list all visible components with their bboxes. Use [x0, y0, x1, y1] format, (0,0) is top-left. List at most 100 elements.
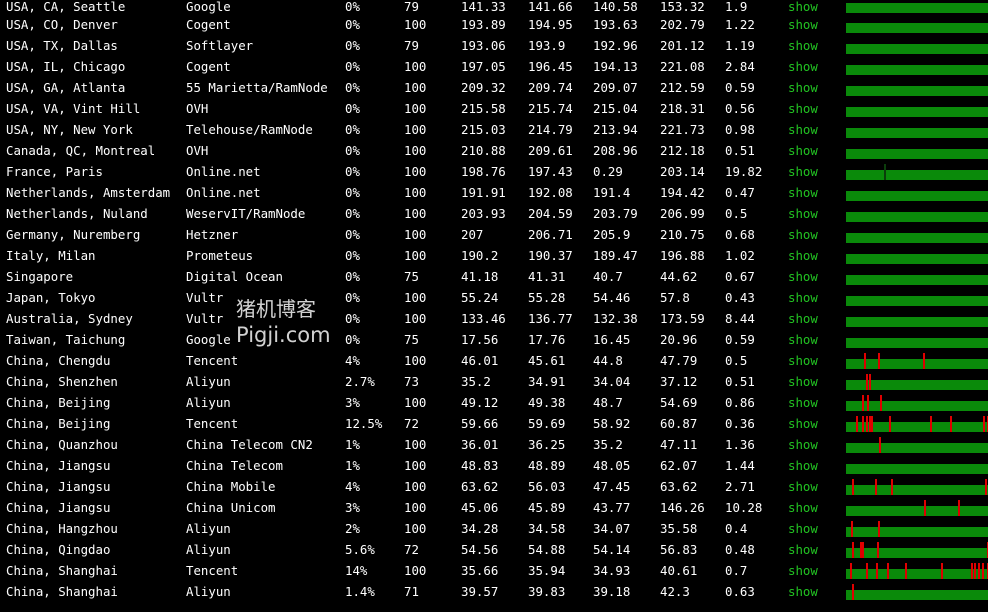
loss-cell: 0%: [345, 227, 360, 242]
loss-cell: 0%: [345, 0, 360, 14]
sparkline-baseline: [846, 380, 988, 390]
avg-cell: 45.61: [528, 353, 566, 368]
stdev-cell: 0.48: [725, 542, 755, 557]
best-cell: 191.4: [593, 185, 631, 200]
show-link[interactable]: show: [788, 374, 818, 389]
best-cell: 44.8: [593, 353, 623, 368]
avg-cell: 34.58: [528, 521, 566, 536]
packet-loss-spike: [862, 542, 864, 558]
last-cell: 39.57: [461, 584, 499, 599]
latency-sparkline: [846, 275, 988, 285]
stdev-cell: 0.67: [725, 269, 755, 284]
sent-cell: 72: [404, 416, 419, 431]
show-link[interactable]: show: [788, 122, 818, 137]
last-cell: 55.24: [461, 290, 499, 305]
show-link[interactable]: show: [788, 332, 818, 347]
sent-cell: 75: [404, 332, 419, 347]
sparkline-baseline: [846, 296, 988, 306]
show-link[interactable]: show: [788, 143, 818, 158]
show-link[interactable]: show: [788, 164, 818, 179]
show-link[interactable]: show: [788, 17, 818, 32]
avg-cell: 204.59: [528, 206, 573, 221]
show-link[interactable]: show: [788, 437, 818, 452]
last-cell: 133.46: [461, 311, 506, 326]
show-link[interactable]: show: [788, 248, 818, 263]
table-row: Canada, QC, Montreal OVH 0% 100 210.88 209.61…: [0, 140, 988, 161]
sent-cell: 100: [404, 122, 427, 137]
packet-loss-spike: [862, 416, 864, 432]
show-link[interactable]: show: [788, 80, 818, 95]
worst-cell: 201.12: [660, 38, 705, 53]
stdev-cell: 1.02: [725, 248, 755, 263]
latency-sparkline: [846, 479, 988, 495]
loss-cell: 0%: [345, 122, 360, 137]
provider-cell: Tencent: [186, 353, 239, 368]
avg-cell: 192.08: [528, 185, 573, 200]
packet-loss-spike: [866, 374, 868, 390]
show-link[interactable]: show: [788, 353, 818, 368]
show-link[interactable]: show: [788, 521, 818, 536]
latency-sparkline: [846, 338, 988, 348]
last-cell: 210.88: [461, 143, 506, 158]
latency-sparkline: [846, 353, 988, 369]
best-cell: 215.04: [593, 101, 638, 116]
table-row: Italy, Milan Prometeus 0% 100 190.2 190.37 189…: [0, 245, 988, 266]
show-link[interactable]: show: [788, 59, 818, 74]
show-link[interactable]: show: [788, 311, 818, 326]
worst-cell: 203.14: [660, 164, 705, 179]
show-link[interactable]: show: [788, 458, 818, 473]
stdev-cell: 0.7: [725, 563, 748, 578]
avg-cell: 141.66: [528, 0, 573, 14]
avg-cell: 197.43: [528, 164, 573, 179]
last-cell: 193.89: [461, 17, 506, 32]
worst-cell: 153.32: [660, 0, 705, 14]
show-link[interactable]: show: [788, 542, 818, 557]
best-cell: 189.47: [593, 248, 638, 263]
show-link[interactable]: show: [788, 563, 818, 578]
loss-cell: 0%: [345, 248, 360, 263]
sent-cell: 72: [404, 542, 419, 557]
latency-sparkline: [846, 212, 988, 222]
provider-cell: Hetzner: [186, 227, 239, 242]
table-row: USA, CO, Denver Cogent 0% 100 193.89 194.95 19…: [0, 14, 988, 35]
sent-cell: 100: [404, 80, 427, 95]
stdev-cell: 1.44: [725, 458, 755, 473]
location-cell: China, Shanghai: [6, 563, 118, 578]
last-cell: 141.33: [461, 0, 506, 14]
packet-loss-spike: [851, 521, 853, 537]
loss-cell: 3%: [345, 500, 360, 515]
table-row: China, Beijing Aliyun 3% 100 49.12 49.38 48.7 5…: [0, 392, 988, 413]
loss-cell: 0%: [345, 17, 360, 32]
sparkline-baseline: [846, 275, 988, 285]
avg-cell: 45.89: [528, 500, 566, 515]
sparkline-baseline: [846, 590, 988, 600]
show-link[interactable]: show: [788, 38, 818, 53]
show-link[interactable]: show: [788, 584, 818, 599]
provider-cell: China Telecom CN2: [186, 437, 313, 452]
worst-cell: 60.87: [660, 416, 698, 431]
show-link[interactable]: show: [788, 185, 818, 200]
best-cell: 39.18: [593, 584, 631, 599]
last-cell: 59.66: [461, 416, 499, 431]
show-link[interactable]: show: [788, 206, 818, 221]
worst-cell: 146.26: [660, 500, 705, 515]
show-link[interactable]: show: [788, 227, 818, 242]
show-link[interactable]: show: [788, 416, 818, 431]
last-cell: 49.12: [461, 395, 499, 410]
worst-cell: 54.69: [660, 395, 698, 410]
show-link[interactable]: show: [788, 500, 818, 515]
sent-cell: 100: [404, 290, 427, 305]
sparkline-baseline: [846, 3, 988, 13]
show-link[interactable]: show: [788, 101, 818, 116]
last-cell: 203.93: [461, 206, 506, 221]
show-link[interactable]: show: [788, 290, 818, 305]
location-cell: Singapore: [6, 269, 74, 284]
sent-cell: 79: [404, 0, 419, 14]
provider-cell: Cogent: [186, 59, 231, 74]
location-cell: China, Shanghai: [6, 584, 118, 599]
show-link[interactable]: show: [788, 395, 818, 410]
provider-cell: Online.net: [186, 185, 261, 200]
show-link[interactable]: show: [788, 269, 818, 284]
show-link[interactable]: show: [788, 0, 818, 14]
show-link[interactable]: show: [788, 479, 818, 494]
